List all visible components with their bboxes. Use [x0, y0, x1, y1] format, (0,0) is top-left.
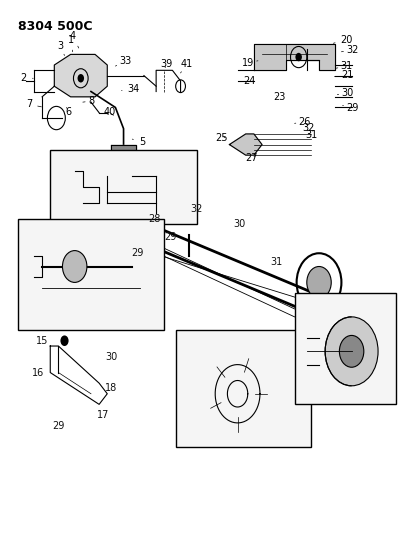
- Circle shape: [77, 74, 84, 83]
- Text: 23: 23: [272, 92, 285, 102]
- Text: 20: 20: [333, 35, 352, 45]
- Text: 38: 38: [24, 251, 36, 261]
- Text: 36: 36: [308, 325, 320, 335]
- Text: 30: 30: [337, 87, 353, 98]
- Circle shape: [339, 335, 363, 367]
- Text: 19: 19: [241, 58, 257, 68]
- Text: 9: 9: [76, 156, 82, 165]
- Circle shape: [62, 251, 87, 282]
- Polygon shape: [229, 134, 261, 155]
- Text: 32: 32: [302, 123, 314, 133]
- Text: 31: 31: [276, 399, 288, 409]
- Text: 16: 16: [32, 368, 44, 377]
- Text: 3: 3: [57, 42, 64, 55]
- Text: 35: 35: [320, 352, 333, 361]
- Text: 15: 15: [36, 336, 48, 346]
- Text: 17: 17: [97, 410, 109, 420]
- Text: 31: 31: [270, 257, 282, 267]
- Circle shape: [294, 53, 301, 61]
- Text: 29: 29: [85, 230, 97, 240]
- Text: 6: 6: [65, 107, 72, 117]
- Text: 14: 14: [109, 272, 121, 282]
- Text: 5: 5: [132, 138, 145, 148]
- Polygon shape: [111, 144, 135, 155]
- Bar: [18, 219, 164, 330]
- Text: 24: 24: [242, 76, 254, 86]
- Text: 29: 29: [342, 103, 358, 114]
- Text: 11: 11: [158, 203, 170, 213]
- Polygon shape: [253, 44, 335, 70]
- Text: 29: 29: [164, 232, 176, 243]
- Bar: [294, 293, 396, 405]
- Text: 4: 4: [70, 31, 79, 48]
- Text: 28: 28: [146, 156, 158, 165]
- Circle shape: [60, 335, 68, 346]
- Text: 32: 32: [190, 204, 202, 214]
- Text: 7: 7: [26, 99, 41, 109]
- Text: 34: 34: [121, 84, 139, 94]
- Bar: [50, 150, 196, 224]
- Text: 37: 37: [365, 325, 377, 335]
- Text: 10: 10: [113, 203, 125, 213]
- Text: 21: 21: [334, 70, 353, 79]
- Text: 39: 39: [160, 59, 172, 69]
- Circle shape: [324, 317, 377, 386]
- Text: 1: 1: [67, 35, 74, 52]
- Text: 29: 29: [52, 421, 65, 431]
- Polygon shape: [54, 54, 107, 97]
- Circle shape: [306, 266, 330, 298]
- Text: 2: 2: [20, 73, 33, 83]
- Text: 40: 40: [103, 107, 115, 117]
- Text: 31: 31: [305, 130, 317, 140]
- Bar: [176, 330, 310, 447]
- Text: 41: 41: [180, 59, 192, 73]
- Text: 8304 500C: 8304 500C: [18, 20, 92, 33]
- Text: 25: 25: [214, 133, 227, 143]
- Text: 27: 27: [245, 154, 257, 163]
- Text: 30: 30: [233, 219, 245, 229]
- Text: 13: 13: [56, 235, 68, 245]
- Text: 32: 32: [341, 45, 358, 55]
- Text: 31: 31: [335, 61, 352, 71]
- Text: 26: 26: [294, 117, 310, 127]
- Text: 28: 28: [148, 214, 160, 224]
- Text: 32: 32: [348, 378, 361, 388]
- Text: 30: 30: [105, 352, 117, 361]
- Text: 32: 32: [276, 421, 288, 431]
- Text: 18: 18: [105, 383, 117, 393]
- Text: 29: 29: [131, 248, 144, 259]
- Text: 33: 33: [115, 56, 131, 66]
- Text: 8: 8: [83, 96, 94, 106]
- Text: 12: 12: [97, 187, 109, 197]
- Text: 28: 28: [56, 304, 68, 314]
